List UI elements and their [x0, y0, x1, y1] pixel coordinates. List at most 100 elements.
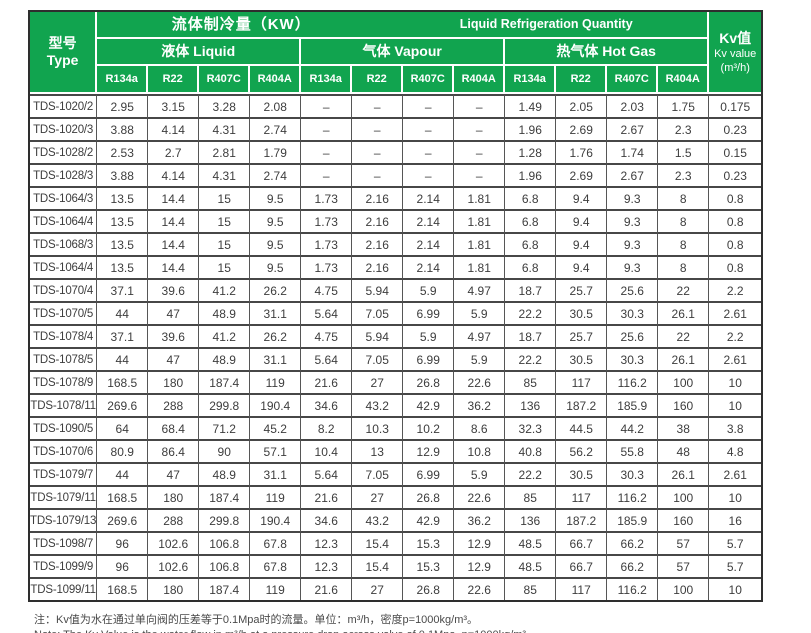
cell-kv: 0.23 — [709, 119, 762, 142]
refrigerant-header: R134a — [97, 66, 149, 94]
cell-value: 1.73 — [301, 188, 353, 211]
cell-value: 8.6 — [454, 418, 506, 441]
refrigeration-quantity-header-zh: 流体制冷量（KW） — [171, 15, 311, 33]
cell-value: 66.2 — [607, 533, 659, 556]
cell-value: 119 — [250, 372, 302, 395]
cell-model: TDS-1064/4 — [30, 257, 98, 280]
model-header-en: Type — [46, 52, 79, 68]
cell-value: 3.15 — [148, 94, 200, 119]
cell-value: – — [352, 94, 404, 119]
refrigerant-header: R404A — [658, 66, 710, 94]
cell-value: 6.8 — [505, 211, 557, 234]
cell-value: 1.96 — [505, 119, 557, 142]
cell-value: 15 — [199, 234, 251, 257]
cell-value: 2.14 — [403, 257, 455, 280]
cell-value: 31.1 — [250, 464, 302, 487]
table-header: 型号 Type 流体制冷量（KW） Liquid Refrigeration Q… — [30, 12, 762, 94]
cell-value: 190.4 — [250, 510, 302, 533]
footnote-en: Note: The Kv Value is the water flow in … — [34, 628, 811, 633]
cell-value: 116.2 — [607, 579, 659, 600]
cell-value: 2.3 — [658, 165, 710, 188]
cell-value: 56.2 — [556, 441, 608, 464]
cell-value: 1.79 — [250, 142, 302, 165]
cell-value: 38 — [658, 418, 710, 441]
table-row: TDS-1064/3 13.5 14.4 15 9.5 1.73 2.16 2.14 1.81 6… — [30, 188, 762, 211]
cell-kv: 16 — [709, 510, 762, 533]
cell-value: 288 — [148, 510, 200, 533]
cell-value: 9.4 — [556, 257, 608, 280]
cell-model: TDS-1020/3 — [30, 119, 98, 142]
cell-value: 22.2 — [505, 303, 557, 326]
cell-kv: 0.8 — [709, 234, 762, 257]
table-row: TDS-1070/5 44 47 48.9 31.1 5.64 7.05 6.99 5.9 22.… — [30, 303, 762, 326]
cell-value: – — [454, 165, 506, 188]
cell-value: 185.9 — [607, 510, 659, 533]
cell-value: 44.2 — [607, 418, 659, 441]
refrigerant-header: R22 — [556, 66, 608, 94]
cell-value: 7.05 — [352, 349, 404, 372]
cell-value: 6.99 — [403, 349, 455, 372]
cell-value: 1.73 — [301, 211, 353, 234]
cell-kv: 4.8 — [709, 441, 762, 464]
cell-value: 42.9 — [403, 395, 455, 418]
kv-header-unit: (m³/h) — [720, 62, 750, 75]
cell-value: 9.5 — [250, 211, 302, 234]
cell-value: – — [301, 119, 353, 142]
cell-value: 44.5 — [556, 418, 608, 441]
cell-value: 5.94 — [352, 326, 404, 349]
cell-value: 4.97 — [454, 326, 506, 349]
cell-value: 2.03 — [607, 94, 659, 119]
cell-value: 57.1 — [250, 441, 302, 464]
cell-value: 12.9 — [403, 441, 455, 464]
kv-column-header: Kv值 Kv value (m³/h) — [709, 12, 762, 94]
cell-value: 68.4 — [148, 418, 200, 441]
cell-value: 10.8 — [454, 441, 506, 464]
cell-value: 22.2 — [505, 349, 557, 372]
table-row: TDS-1078/4 37.1 39.6 41.2 26.2 4.75 5.94 5.9 4.9… — [30, 326, 762, 349]
cell-value: 8 — [658, 211, 710, 234]
cell-value: 48.9 — [199, 349, 251, 372]
cell-value: 2.74 — [250, 119, 302, 142]
cell-value: 9.4 — [556, 211, 608, 234]
cell-value: 2.81 — [199, 142, 251, 165]
cell-value: 47 — [148, 349, 200, 372]
cell-value: 85 — [505, 487, 557, 510]
cell-model: TDS-1068/3 — [30, 234, 98, 257]
cell-value: 22 — [658, 280, 710, 303]
cell-value: 9.3 — [607, 188, 659, 211]
cell-value: 2.69 — [556, 119, 608, 142]
cell-value: 2.16 — [352, 211, 404, 234]
cell-kv: 2.2 — [709, 326, 762, 349]
cell-value: 43.2 — [352, 510, 404, 533]
cell-value: 66.2 — [607, 556, 659, 579]
cell-value: 4.75 — [301, 326, 353, 349]
model-column-header: 型号 Type — [30, 12, 98, 94]
cell-value: 14.4 — [148, 188, 200, 211]
cell-kv: 10 — [709, 395, 762, 418]
cell-value: 26.1 — [658, 303, 710, 326]
cell-value: 7.05 — [352, 464, 404, 487]
refrigeration-quantity-header: 流体制冷量（KW） Liquid Refrigeration Quantity — [97, 12, 710, 39]
table-row: TDS-1068/3 13.5 14.4 15 9.5 1.73 2.16 2.14 1.81 6… — [30, 234, 762, 257]
cell-value: 30.5 — [556, 303, 608, 326]
table-row: TDS-1079/13 269.6 288 299.8 190.4 34.6 43.2 42.… — [30, 510, 762, 533]
cell-value: 1.81 — [454, 234, 506, 257]
cell-value: 14.4 — [148, 234, 200, 257]
cell-value: 42.9 — [403, 510, 455, 533]
table-body: TDS-1020/2 2.95 3.15 3.28 2.08– – – –1.49 2.05 2.… — [30, 94, 762, 600]
cell-value: 26.2 — [250, 280, 302, 303]
cell-value: 4.75 — [301, 280, 353, 303]
table-row: TDS-1020/3 3.88 4.14 4.31 2.74– – – –1.96 2.69 2.… — [30, 119, 762, 142]
table-row: TDS-1090/5 64 68.4 71.2 45.2 8.2 10.3 10.2 8.6 32… — [30, 418, 762, 441]
cell-value: 5.94 — [352, 280, 404, 303]
table-row: TDS-1079/7 44 47 48.9 31.1 5.64 7.05 6.99 5.9 22.… — [30, 464, 762, 487]
cell-value: 116.2 — [607, 487, 659, 510]
cell-value: 80.9 — [97, 441, 149, 464]
cell-value: 3.88 — [97, 119, 149, 142]
cell-value: 18.7 — [505, 326, 557, 349]
cell-value: 1.76 — [556, 142, 608, 165]
cell-value: – — [301, 165, 353, 188]
cell-kv: 5.7 — [709, 556, 762, 579]
cell-value: 37.1 — [97, 280, 149, 303]
